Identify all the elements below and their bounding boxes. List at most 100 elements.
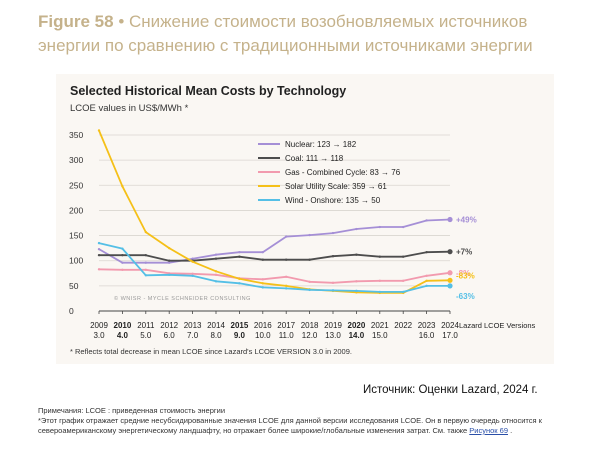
x-tick-label: 2017 bbox=[277, 321, 295, 330]
data-point bbox=[355, 280, 358, 283]
x-tick-label: 2015 bbox=[231, 321, 249, 330]
data-point bbox=[214, 280, 218, 283]
data-point bbox=[191, 274, 194, 277]
data-point bbox=[144, 268, 147, 271]
data-point bbox=[214, 257, 218, 260]
x-tick-label: 2012 bbox=[160, 321, 178, 330]
figure-69-link[interactable]: Рисунок 69 bbox=[469, 426, 508, 435]
chart-panel: Selected Historical Mean Costs by Techno… bbox=[56, 74, 554, 364]
data-point bbox=[425, 279, 428, 283]
version-label: 5.0 bbox=[140, 331, 152, 340]
y-tick-label: 200 bbox=[69, 205, 83, 215]
data-point bbox=[425, 284, 428, 288]
data-point bbox=[261, 250, 264, 254]
data-point bbox=[121, 185, 124, 188]
end-change-label: +49% bbox=[456, 215, 477, 224]
y-tick-label: 100 bbox=[69, 256, 83, 266]
data-point bbox=[238, 277, 241, 281]
series-line bbox=[98, 242, 450, 293]
data-point bbox=[378, 290, 381, 294]
data-point bbox=[97, 241, 101, 245]
series-line bbox=[98, 268, 451, 284]
data-point bbox=[144, 230, 147, 234]
figure-label: Figure 58 bbox=[38, 12, 114, 31]
data-point bbox=[214, 270, 218, 273]
data-point bbox=[121, 247, 124, 250]
data-point bbox=[261, 282, 264, 285]
notes-description: *Этот график отражает средние несубсидир… bbox=[38, 416, 578, 436]
data-point bbox=[238, 255, 241, 258]
x-tick-label: 2019 bbox=[324, 321, 342, 330]
data-point bbox=[214, 253, 218, 256]
data-point bbox=[355, 227, 358, 231]
data-point bbox=[121, 253, 124, 257]
end-point bbox=[447, 216, 453, 223]
x-tick-label: 2021 bbox=[371, 321, 389, 330]
header-bullet: • bbox=[113, 12, 129, 31]
version-label: 8.0 bbox=[210, 331, 222, 340]
notes-abbrev: Примечания: LCOE : приведенная стоимость… bbox=[38, 406, 226, 415]
x-tick-label: 2013 bbox=[184, 321, 202, 330]
x-tick-label: 2023 bbox=[418, 321, 436, 330]
figure-header: Figure 58 • Снижение стоимости возобновл… bbox=[38, 10, 578, 58]
x-tick-label: 2011 bbox=[137, 321, 155, 330]
version-label: 14.0 bbox=[349, 331, 365, 340]
chart-subtitle: LCOE values in US$/MWh * bbox=[70, 103, 189, 114]
version-label: 16.0 bbox=[419, 331, 435, 340]
data-point bbox=[261, 258, 264, 261]
version-label: 6.0 bbox=[164, 331, 176, 340]
data-point bbox=[97, 268, 101, 271]
chart-footnote: * Reflects total decrease in mean LCOE s… bbox=[70, 347, 352, 356]
data-point bbox=[97, 129, 101, 132]
series-line bbox=[98, 218, 451, 264]
version-label: 11.0 bbox=[279, 331, 295, 340]
legend-label: Solar Utility Scale: 359 → 61 bbox=[285, 182, 387, 191]
data-point bbox=[97, 247, 101, 251]
data-point bbox=[355, 289, 358, 293]
x-tick-label: 2009 bbox=[90, 321, 108, 330]
x-tick-label: 2022 bbox=[394, 321, 412, 330]
y-tick-label: 250 bbox=[69, 180, 83, 190]
data-point bbox=[308, 258, 311, 261]
legend-label: Coal: 111 → 118 bbox=[285, 154, 344, 163]
data-point bbox=[191, 272, 194, 275]
series-line bbox=[99, 250, 451, 262]
data-point bbox=[97, 253, 101, 257]
data-point bbox=[402, 255, 405, 258]
legend-label: Wind - Onshore: 135 → 50 bbox=[285, 196, 381, 205]
legend-label: Nuclear: 123 → 182 bbox=[285, 140, 357, 149]
data-point bbox=[144, 253, 147, 257]
x-tick-label: 2018 bbox=[301, 321, 319, 330]
data-point bbox=[285, 235, 288, 238]
data-point bbox=[425, 274, 428, 277]
data-point bbox=[425, 219, 428, 222]
data-point bbox=[331, 289, 335, 292]
data-point bbox=[144, 274, 147, 277]
data-point bbox=[121, 268, 124, 271]
source-note: Источник: Оценки Lazard, 2024 г. bbox=[363, 384, 538, 396]
x-tick-label: 2014 bbox=[207, 321, 225, 330]
legend-label: Gas - Combined Cycle: 83 → 76 bbox=[285, 168, 401, 177]
y-tick-label: 300 bbox=[69, 155, 83, 165]
end-point bbox=[447, 283, 453, 289]
y-tick-label: 350 bbox=[69, 130, 83, 140]
data-point bbox=[308, 280, 311, 284]
data-point bbox=[214, 273, 218, 276]
x-tick-label: 2024 bbox=[441, 321, 459, 330]
version-label: 4.0 bbox=[117, 331, 129, 340]
figure-title: Снижение стоимости возобновляемых источн… bbox=[38, 12, 533, 55]
data-point bbox=[331, 231, 335, 235]
y-tick-label: 50 bbox=[69, 281, 79, 291]
version-label: 9.0 bbox=[234, 331, 246, 340]
notes-end: . bbox=[508, 426, 513, 435]
data-point bbox=[331, 254, 335, 258]
y-tick-label: 0 bbox=[69, 306, 74, 316]
data-point bbox=[308, 288, 311, 292]
version-label: 3.0 bbox=[93, 331, 105, 340]
data-point bbox=[168, 259, 171, 262]
data-point bbox=[285, 284, 288, 288]
end-change-label: -8% bbox=[456, 269, 470, 278]
version-label: 7.0 bbox=[187, 331, 199, 340]
series-line bbox=[98, 130, 451, 294]
lcoe-line-chart: 0 50 100 150 200 250 300 350 © WNISR - MYCLE SCH… bbox=[69, 129, 536, 340]
